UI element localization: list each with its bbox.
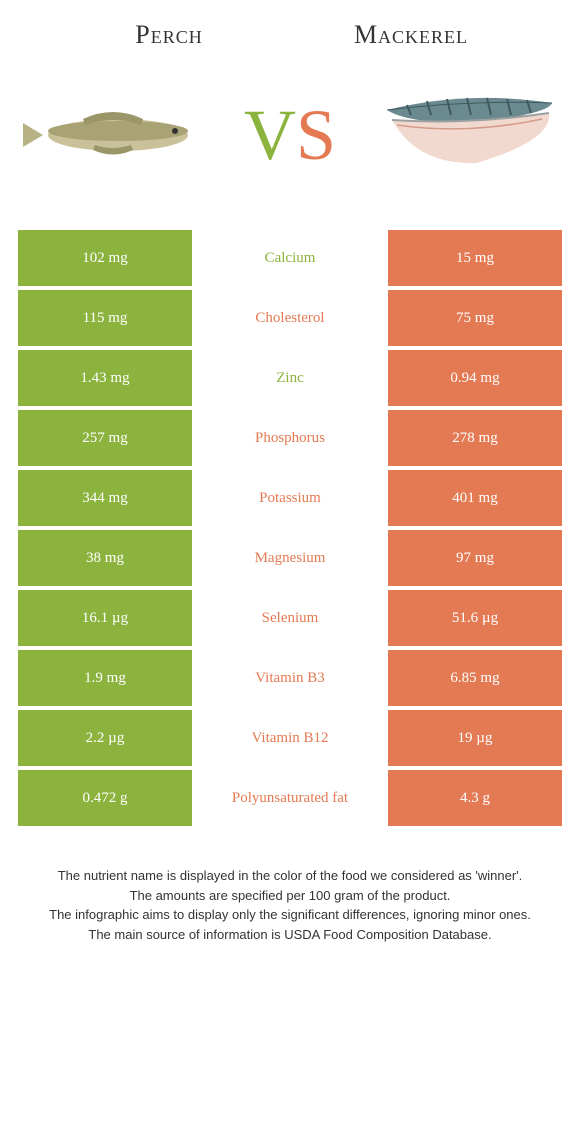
image-vs-row: VS bbox=[18, 60, 562, 230]
left-value-cell: 257 mg bbox=[18, 410, 192, 466]
nutrient-label: Selenium bbox=[192, 590, 388, 646]
footnote-block: The nutrient name is displayed in the co… bbox=[18, 866, 562, 944]
comparison-table: 102 mgCalcium15 mg115 mgCholesterol75 mg… bbox=[18, 230, 562, 826]
table-row: 257 mgPhosphorus278 mg bbox=[18, 410, 562, 466]
infographic-container: Perch Mackerel VS bbox=[0, 0, 580, 974]
table-row: 1.43 mgZinc0.94 mg bbox=[18, 350, 562, 406]
left-value-cell: 344 mg bbox=[18, 470, 192, 526]
left-value-cell: 16.1 µg bbox=[18, 590, 192, 646]
vs-letter-s: S bbox=[296, 95, 336, 175]
table-row: 0.472 gPolyunsaturated fat4.3 g bbox=[18, 770, 562, 826]
footnote-line: The infographic aims to display only the… bbox=[28, 905, 552, 925]
left-value-cell: 0.472 g bbox=[18, 770, 192, 826]
table-row: 115 mgCholesterol75 mg bbox=[18, 290, 562, 346]
footnote-line: The nutrient name is displayed in the co… bbox=[28, 866, 552, 886]
right-food-image bbox=[372, 65, 562, 205]
left-value-cell: 115 mg bbox=[18, 290, 192, 346]
right-value-cell: 0.94 mg bbox=[388, 350, 562, 406]
nutrient-label: Calcium bbox=[192, 230, 388, 286]
footnote-line: The amounts are specified per 100 gram o… bbox=[28, 886, 552, 906]
left-value-cell: 2.2 µg bbox=[18, 710, 192, 766]
vs-label: VS bbox=[244, 94, 336, 177]
nutrient-label: Magnesium bbox=[192, 530, 388, 586]
table-row: 38 mgMagnesium97 mg bbox=[18, 530, 562, 586]
table-row: 102 mgCalcium15 mg bbox=[18, 230, 562, 286]
nutrient-label: Potassium bbox=[192, 470, 388, 526]
nutrient-label: Vitamin B3 bbox=[192, 650, 388, 706]
left-value-cell: 102 mg bbox=[18, 230, 192, 286]
right-value-cell: 75 mg bbox=[388, 290, 562, 346]
table-row: 344 mgPotassium401 mg bbox=[18, 470, 562, 526]
right-value-cell: 19 µg bbox=[388, 710, 562, 766]
right-value-cell: 51.6 µg bbox=[388, 590, 562, 646]
left-food-image bbox=[18, 65, 208, 205]
title-row: Perch Mackerel bbox=[18, 20, 562, 60]
right-food-title: Mackerel bbox=[290, 20, 532, 50]
left-value-cell: 38 mg bbox=[18, 530, 192, 586]
right-value-cell: 6.85 mg bbox=[388, 650, 562, 706]
right-value-cell: 401 mg bbox=[388, 470, 562, 526]
right-value-cell: 97 mg bbox=[388, 530, 562, 586]
vs-letter-v: V bbox=[244, 95, 296, 175]
footnote-line: The main source of information is USDA F… bbox=[28, 925, 552, 945]
table-row: 16.1 µgSelenium51.6 µg bbox=[18, 590, 562, 646]
right-value-cell: 15 mg bbox=[388, 230, 562, 286]
left-food-title: Perch bbox=[48, 20, 290, 50]
nutrient-label: Polyunsaturated fat bbox=[192, 770, 388, 826]
right-value-cell: 278 mg bbox=[388, 410, 562, 466]
table-row: 2.2 µgVitamin B1219 µg bbox=[18, 710, 562, 766]
nutrient-label: Cholesterol bbox=[192, 290, 388, 346]
right-value-cell: 4.3 g bbox=[388, 770, 562, 826]
left-value-cell: 1.9 mg bbox=[18, 650, 192, 706]
left-value-cell: 1.43 mg bbox=[18, 350, 192, 406]
nutrient-label: Zinc bbox=[192, 350, 388, 406]
nutrient-label: Vitamin B12 bbox=[192, 710, 388, 766]
table-row: 1.9 mgVitamin B36.85 mg bbox=[18, 650, 562, 706]
nutrient-label: Phosphorus bbox=[192, 410, 388, 466]
